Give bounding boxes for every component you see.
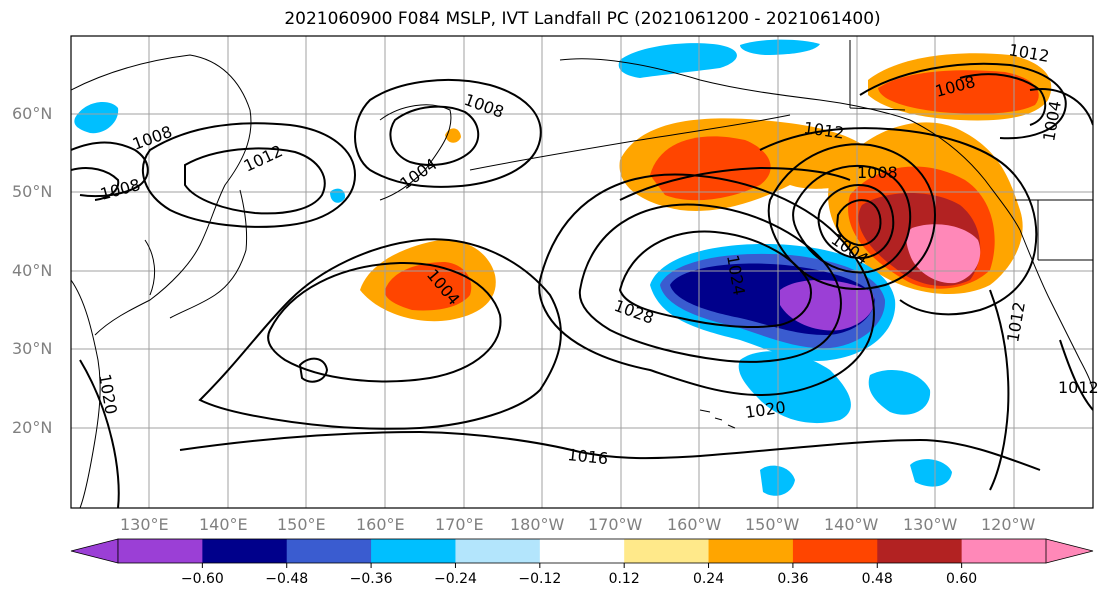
bc-coast xyxy=(909,119,1021,231)
korea-coast xyxy=(144,239,156,296)
colorbar-tick-label: 0.36 xyxy=(777,571,809,587)
hawaii xyxy=(699,409,736,429)
asia-coast xyxy=(71,54,252,336)
lon-label: 140°W xyxy=(824,515,879,534)
positive-core-aleutian xyxy=(650,136,771,201)
negative-blob-south xyxy=(910,459,952,487)
colorbar-tick-label: 0.60 xyxy=(946,571,978,587)
negative-region-arctic xyxy=(618,43,737,78)
lon-label: 150°E xyxy=(277,515,326,534)
aleutian-chain xyxy=(469,114,791,171)
colorbar xyxy=(70,538,1094,568)
japan-coast xyxy=(169,189,248,319)
positive-small-west-pacific xyxy=(445,128,461,143)
contour-label: 1008 xyxy=(857,163,898,182)
positive-core-west-pacific xyxy=(384,262,472,311)
us-west-coast xyxy=(1019,229,1093,396)
colorbar-tick-label: −0.12 xyxy=(518,571,562,587)
alaska-coast xyxy=(559,58,911,121)
colorbar-tick-label: −0.36 xyxy=(349,571,393,587)
lat-label: 60°N xyxy=(12,104,53,123)
colorbar-segment xyxy=(371,539,456,563)
colorbar-left-arrow xyxy=(70,538,119,564)
lon-label: 180°W xyxy=(510,515,565,534)
gridlines xyxy=(71,36,1093,508)
colorbar-segment xyxy=(792,539,878,563)
lon-label: 160°E xyxy=(356,515,405,534)
china-coast xyxy=(71,279,101,508)
political-boundaries xyxy=(849,40,1093,261)
chart-title: 2021060900 F084 MSLP, IVT Landfall PC (2… xyxy=(284,9,881,29)
colorbar-right-arrow xyxy=(1045,538,1094,564)
colorbar-outline xyxy=(117,538,1047,564)
negative-tail-east xyxy=(868,370,931,415)
negative-max-central-pacific xyxy=(780,280,875,331)
colorbar-segment xyxy=(961,539,1047,563)
lon-label: 140°E xyxy=(199,515,248,534)
colorbar-tick-label: 0.24 xyxy=(692,571,725,587)
map-frame xyxy=(70,35,1094,509)
lon-label: 170°W xyxy=(588,515,643,534)
coastlines xyxy=(71,54,1093,508)
negative-region-arctic2 xyxy=(740,39,820,55)
colorbar-segment xyxy=(455,539,541,563)
colorbar-segment xyxy=(624,539,710,563)
negative-tail-central-pacific xyxy=(738,351,851,424)
colorbar-tick-label: −0.60 xyxy=(180,571,224,587)
colorbar-segment xyxy=(539,539,625,563)
positive-max-ne-pacific xyxy=(906,224,981,284)
colorbar-segment xyxy=(708,539,794,563)
colorbar-segment xyxy=(202,539,288,563)
lat-label: 30°N xyxy=(12,339,53,358)
colorbar-tick-label: −0.48 xyxy=(265,571,309,587)
contour-label: 1012 xyxy=(1058,378,1099,397)
kamchatka-coast xyxy=(379,104,452,201)
lon-label: 170°E xyxy=(435,515,484,534)
lon-label: 130°E xyxy=(120,515,169,534)
colorbar-segment xyxy=(877,539,963,563)
contour-label: 1016 xyxy=(567,445,609,468)
lat-label: 20°N xyxy=(12,418,53,437)
mslp-isobars xyxy=(71,62,1093,508)
colorbar-segment xyxy=(118,539,203,563)
negative-blob-nw xyxy=(74,102,119,134)
colorbar-tick-label: 0.12 xyxy=(608,571,640,587)
lon-label: 150°W xyxy=(745,515,800,534)
lon-label: 120°W xyxy=(981,515,1036,534)
lat-label: 40°N xyxy=(12,261,53,280)
lat-label: 50°N xyxy=(12,182,53,201)
map-area xyxy=(71,36,1093,508)
lon-label: 160°W xyxy=(667,515,722,534)
colorbar-segment xyxy=(286,539,372,563)
positive-core-gulf-alaska xyxy=(878,70,1039,114)
colorbar-tick-label: 0.48 xyxy=(861,571,893,587)
colorbar-tick-label: −0.24 xyxy=(434,571,477,587)
lon-label: 130°W xyxy=(903,515,958,534)
